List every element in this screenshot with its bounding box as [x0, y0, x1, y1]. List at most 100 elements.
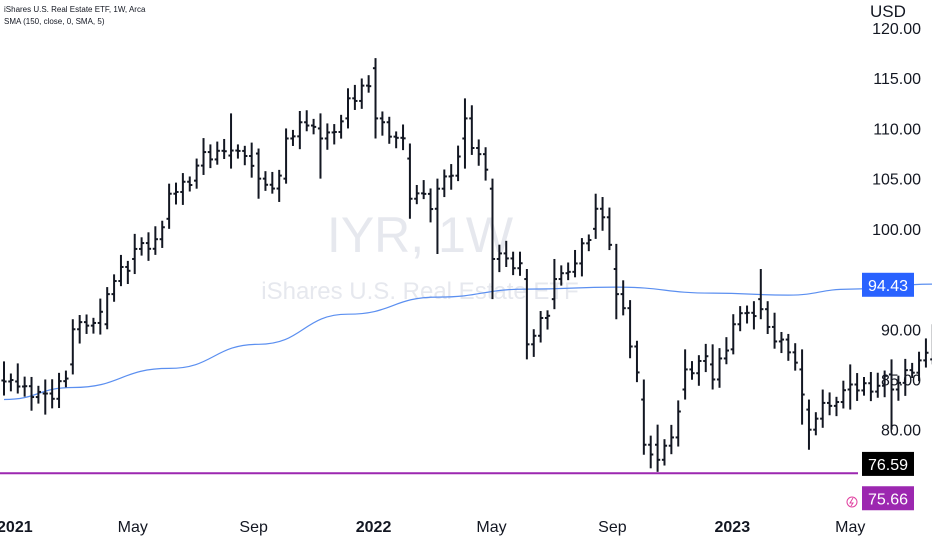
ohlc-bar [379, 111, 385, 136]
y-tick-label: 85.00 [881, 372, 921, 389]
ohlc-bar [668, 424, 674, 455]
ohlc-bar [400, 124, 406, 151]
ohlc-bar [799, 349, 805, 425]
ohlc-bar [888, 359, 895, 430]
ohlc-bar [655, 424, 661, 472]
y-tick-label: 80.00 [881, 423, 921, 440]
x-tick-label: Sep [598, 519, 627, 536]
ohlc-bar [641, 379, 647, 455]
ohlc-bar [710, 344, 716, 390]
ohlc-bar [77, 315, 83, 344]
ohlc-bar [737, 306, 743, 332]
ohlc-bar [200, 138, 207, 175]
ohlc-bar [703, 343, 709, 373]
ohlc-bar [448, 164, 454, 190]
ohlc-bar [868, 371, 874, 402]
ohlc-bar [648, 435, 654, 469]
ohlc-bar [524, 269, 530, 360]
ohlc-bar [476, 139, 482, 166]
ohlc-bar [606, 207, 613, 251]
ohlc-bar [145, 232, 152, 261]
ohlc-bar [42, 379, 48, 415]
ohlc-bar [70, 319, 76, 375]
ohlc-bar [249, 142, 255, 178]
ohlc-bar [63, 370, 69, 388]
ohlc-bar [599, 197, 606, 231]
ohlc-bar [242, 145, 248, 166]
ohlc-bar [469, 105, 475, 155]
y-tick-label: 90.00 [881, 322, 921, 339]
ohlc-bar [689, 361, 695, 380]
currency-label[interactable]: USD [870, 2, 906, 21]
ohlc-bar [28, 376, 35, 411]
ohlc-bar [847, 364, 853, 410]
ohlc-bar [173, 182, 179, 205]
y-tick-label: 115.00 [873, 71, 921, 88]
ohlc-bar [544, 310, 551, 330]
ohlc-bar [366, 75, 372, 93]
ohlc-bar [531, 329, 537, 357]
ohlc-bar [386, 116, 392, 144]
ohlc-bar [269, 171, 275, 194]
ohlc-bar [372, 58, 379, 139]
ohlc-bar [345, 88, 351, 129]
ohlc-bar [579, 238, 585, 277]
ohlc-bar [489, 178, 496, 300]
svg-text:76.59: 76.59 [868, 457, 908, 474]
ohlc-bar [565, 262, 571, 281]
ohlc-bar [132, 233, 138, 275]
ohlc-bar [634, 340, 640, 383]
ohlc-bar [194, 158, 200, 189]
ohlc-bar [359, 78, 365, 109]
ohlc-bar [166, 183, 172, 229]
y-tick-label: 100.00 [872, 222, 921, 239]
ohlc-bar [503, 240, 509, 267]
ohlc-bar [352, 84, 358, 110]
sma-price-tag: 94.43 [862, 272, 914, 297]
ohlc-bar [104, 287, 110, 330]
ohlc-bar [744, 305, 750, 324]
ohlc-bar [496, 244, 502, 273]
ohlc-bar [806, 399, 812, 450]
ohlc-bar [111, 274, 117, 302]
ohlc-bar [895, 375, 901, 401]
ohlc-bar [125, 260, 131, 285]
y-tick-label: 120.00 [872, 21, 921, 38]
ohlc-bar [49, 379, 55, 409]
ohlc-bar [407, 143, 413, 219]
ohlc-bar [675, 400, 681, 447]
ohlc-bar [682, 349, 688, 400]
watermark-symbol: IYR, 1W [327, 207, 514, 263]
ohlc-bar [90, 317, 97, 334]
x-tick-label: May [476, 519, 506, 536]
ohlc-bar [262, 171, 269, 191]
ohlc-bar [255, 148, 262, 199]
ohlc-bar [875, 372, 881, 398]
x-tick-label: 2022 [356, 519, 392, 536]
ohlc-bar [792, 343, 798, 371]
chart-title: iShares U.S. Real Estate ETF, 1W, Arca [4, 5, 146, 14]
indicator-legend[interactable]: SMA (150, close, 0, SMA, 5) [4, 17, 105, 26]
watermark-name: iShares U.S. Real Estate ETF [261, 278, 578, 305]
ohlc-bar [909, 362, 915, 379]
support-price-tag: 75.66 [862, 486, 914, 511]
ohlc-bar [83, 314, 90, 334]
ohlc-bar [317, 113, 324, 179]
ohlc-bar [538, 311, 544, 343]
ohlc-bar [778, 331, 785, 354]
ohlc-bar [35, 385, 41, 404]
event-icon [846, 496, 858, 508]
ohlc-bar [180, 173, 186, 205]
ohlc-bar [441, 169, 447, 198]
ohlc-bar [923, 338, 929, 368]
ohlc-bar [235, 144, 241, 159]
ohlc-bar [338, 114, 344, 139]
ohlc-bar [854, 373, 860, 401]
ohlc-bar [916, 351, 922, 382]
ohlc-bar [813, 412, 819, 436]
ohlc-bar [207, 144, 213, 169]
ohlc-bar [1, 361, 7, 396]
ohlc-bar [861, 377, 867, 396]
ohlc-bar [517, 251, 523, 276]
